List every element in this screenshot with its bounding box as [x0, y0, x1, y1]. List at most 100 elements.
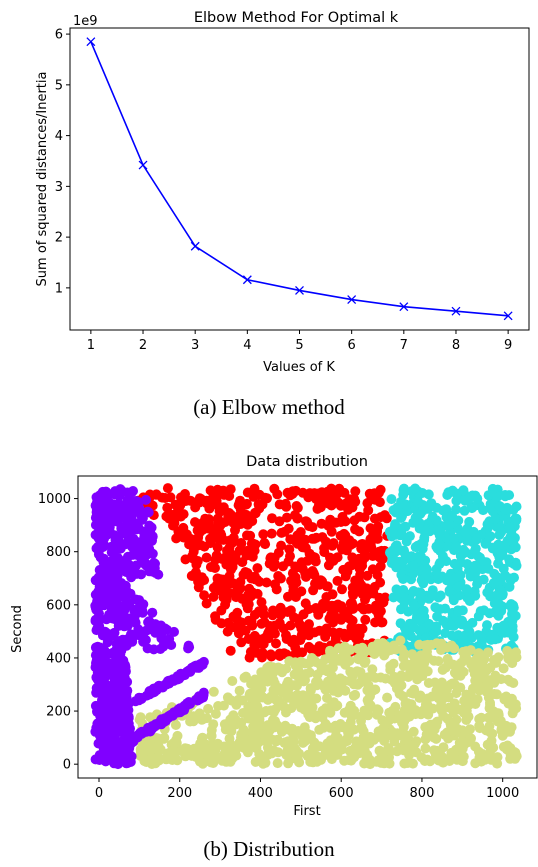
- cluster-red-point: [232, 607, 243, 618]
- cluster-cyan-point: [458, 548, 469, 559]
- cluster-yellow-point: [482, 664, 493, 674]
- cluster-red-point: [340, 516, 351, 527]
- cluster-yellow-point: [281, 663, 292, 674]
- cluster-purple-point: [114, 742, 125, 752]
- cluster-purple-point: [132, 595, 143, 606]
- cluster-purple-point: [91, 500, 102, 511]
- cluster-red-point: [332, 599, 343, 610]
- cluster-red-point: [188, 553, 199, 564]
- cluster-cyan-point: [480, 538, 491, 549]
- cluster-cyan-point: [462, 559, 473, 569]
- elbow-point-marker: [503, 311, 513, 321]
- cluster-cyan-point: [444, 520, 455, 531]
- elbow-series-line: [90, 41, 509, 317]
- cluster-yellow-point: [491, 657, 501, 668]
- cluster-yellow-point: [328, 653, 338, 664]
- elbow-point-marker: [347, 295, 357, 305]
- cluster-red-point: [296, 586, 307, 597]
- cluster-yellow-point: [322, 738, 333, 749]
- cluster-yellow-point: [422, 721, 433, 732]
- cluster-yellow-point: [197, 732, 208, 743]
- cluster-cyan-point: [464, 596, 475, 606]
- cluster-yellow-point: [487, 752, 498, 763]
- cluster-red-point: [196, 572, 207, 583]
- cluster-red-point: [375, 577, 386, 588]
- cluster-purple-point: [90, 700, 101, 711]
- cluster-red-point: [242, 530, 252, 541]
- cluster-yellow-point: [502, 645, 513, 656]
- cluster-cyan-point: [398, 489, 409, 500]
- cluster-red-point: [297, 542, 308, 553]
- cluster-yellow-point: [232, 743, 243, 753]
- cluster-cyan-point: [460, 527, 471, 538]
- cluster-purple-point: [183, 643, 194, 654]
- cluster-red-point: [201, 552, 212, 563]
- cluster-red-point: [310, 578, 320, 589]
- cluster-yellow-point: [433, 693, 444, 704]
- cluster-yellow-point: [364, 738, 375, 749]
- cluster-yellow-point: [420, 743, 431, 754]
- cluster-purple-point: [101, 664, 112, 675]
- cluster-cyan-point: [451, 488, 462, 499]
- cluster-cyan-point: [427, 590, 438, 601]
- cluster-purple-point: [91, 492, 102, 503]
- x-tick-label: 9: [504, 338, 512, 353]
- cluster-cyan-point: [448, 595, 459, 606]
- cluster-yellow-point: [395, 635, 406, 646]
- cluster-red-point: [271, 638, 281, 649]
- cluster-purple-point: [112, 724, 123, 735]
- cluster-red-point: [378, 597, 389, 608]
- x-tick-label: 200: [167, 786, 192, 801]
- cluster-red-point: [261, 577, 272, 588]
- cluster-purple-point: [98, 742, 109, 753]
- cluster-red-point: [321, 581, 332, 592]
- cluster-red-point: [252, 574, 262, 585]
- cluster-purple-point: [122, 637, 133, 648]
- cluster-yellow-point: [250, 756, 261, 767]
- cluster-yellow-point: [360, 656, 371, 667]
- cluster-red-point: [157, 492, 168, 503]
- cluster-yellow-point: [399, 758, 410, 769]
- cluster-yellow-point: [201, 713, 212, 724]
- cluster-purple-point: [119, 718, 130, 729]
- elbow-point-marker: [190, 241, 200, 251]
- cluster-red-point: [225, 645, 236, 656]
- cluster-yellow-point: [227, 753, 238, 764]
- cluster-cyan-point: [409, 600, 420, 611]
- cluster-red-point: [289, 612, 299, 623]
- cluster-purple-point: [146, 522, 157, 533]
- cluster-yellow-point: [499, 692, 510, 703]
- cluster-purple-point: [130, 617, 141, 628]
- cluster-yellow-point: [414, 639, 425, 650]
- cluster-yellow-point: [222, 692, 233, 703]
- cluster-yellow-point: [416, 752, 427, 763]
- elbow-y-axis-label: Sum of squared distances/Inertia: [35, 72, 50, 287]
- cluster-cyan-point: [388, 554, 399, 565]
- x-tick-label: 7: [400, 338, 408, 353]
- x-tick-label: 600: [329, 786, 354, 801]
- cluster-purple-point: [197, 691, 208, 702]
- cluster-red-point: [271, 584, 282, 595]
- cluster-cyan-point: [472, 575, 483, 586]
- cluster-red-point: [303, 492, 314, 503]
- cluster-red-point: [339, 487, 350, 498]
- cluster-purple-point: [105, 697, 115, 708]
- cluster-yellow-point: [151, 733, 162, 743]
- cluster-cyan-point: [440, 628, 451, 639]
- elbow-point-marker: [138, 160, 148, 170]
- cluster-cyan-point: [441, 575, 452, 586]
- cluster-red-point: [283, 591, 293, 602]
- cluster-cyan-point: [490, 634, 501, 645]
- cluster-yellow-point: [266, 734, 277, 745]
- cluster-yellow-point: [505, 676, 516, 687]
- cluster-yellow-point: [458, 751, 469, 762]
- cluster-yellow-point: [452, 723, 463, 734]
- caption-b: (b) Distribution: [203, 837, 335, 861]
- cluster-cyan-point: [494, 530, 505, 540]
- cluster-red-point: [220, 517, 230, 528]
- y-tick-label: 400: [46, 651, 71, 666]
- y-tick-label: 3: [55, 180, 63, 195]
- cluster-red-point: [354, 526, 365, 537]
- cluster-cyan-point: [448, 533, 459, 544]
